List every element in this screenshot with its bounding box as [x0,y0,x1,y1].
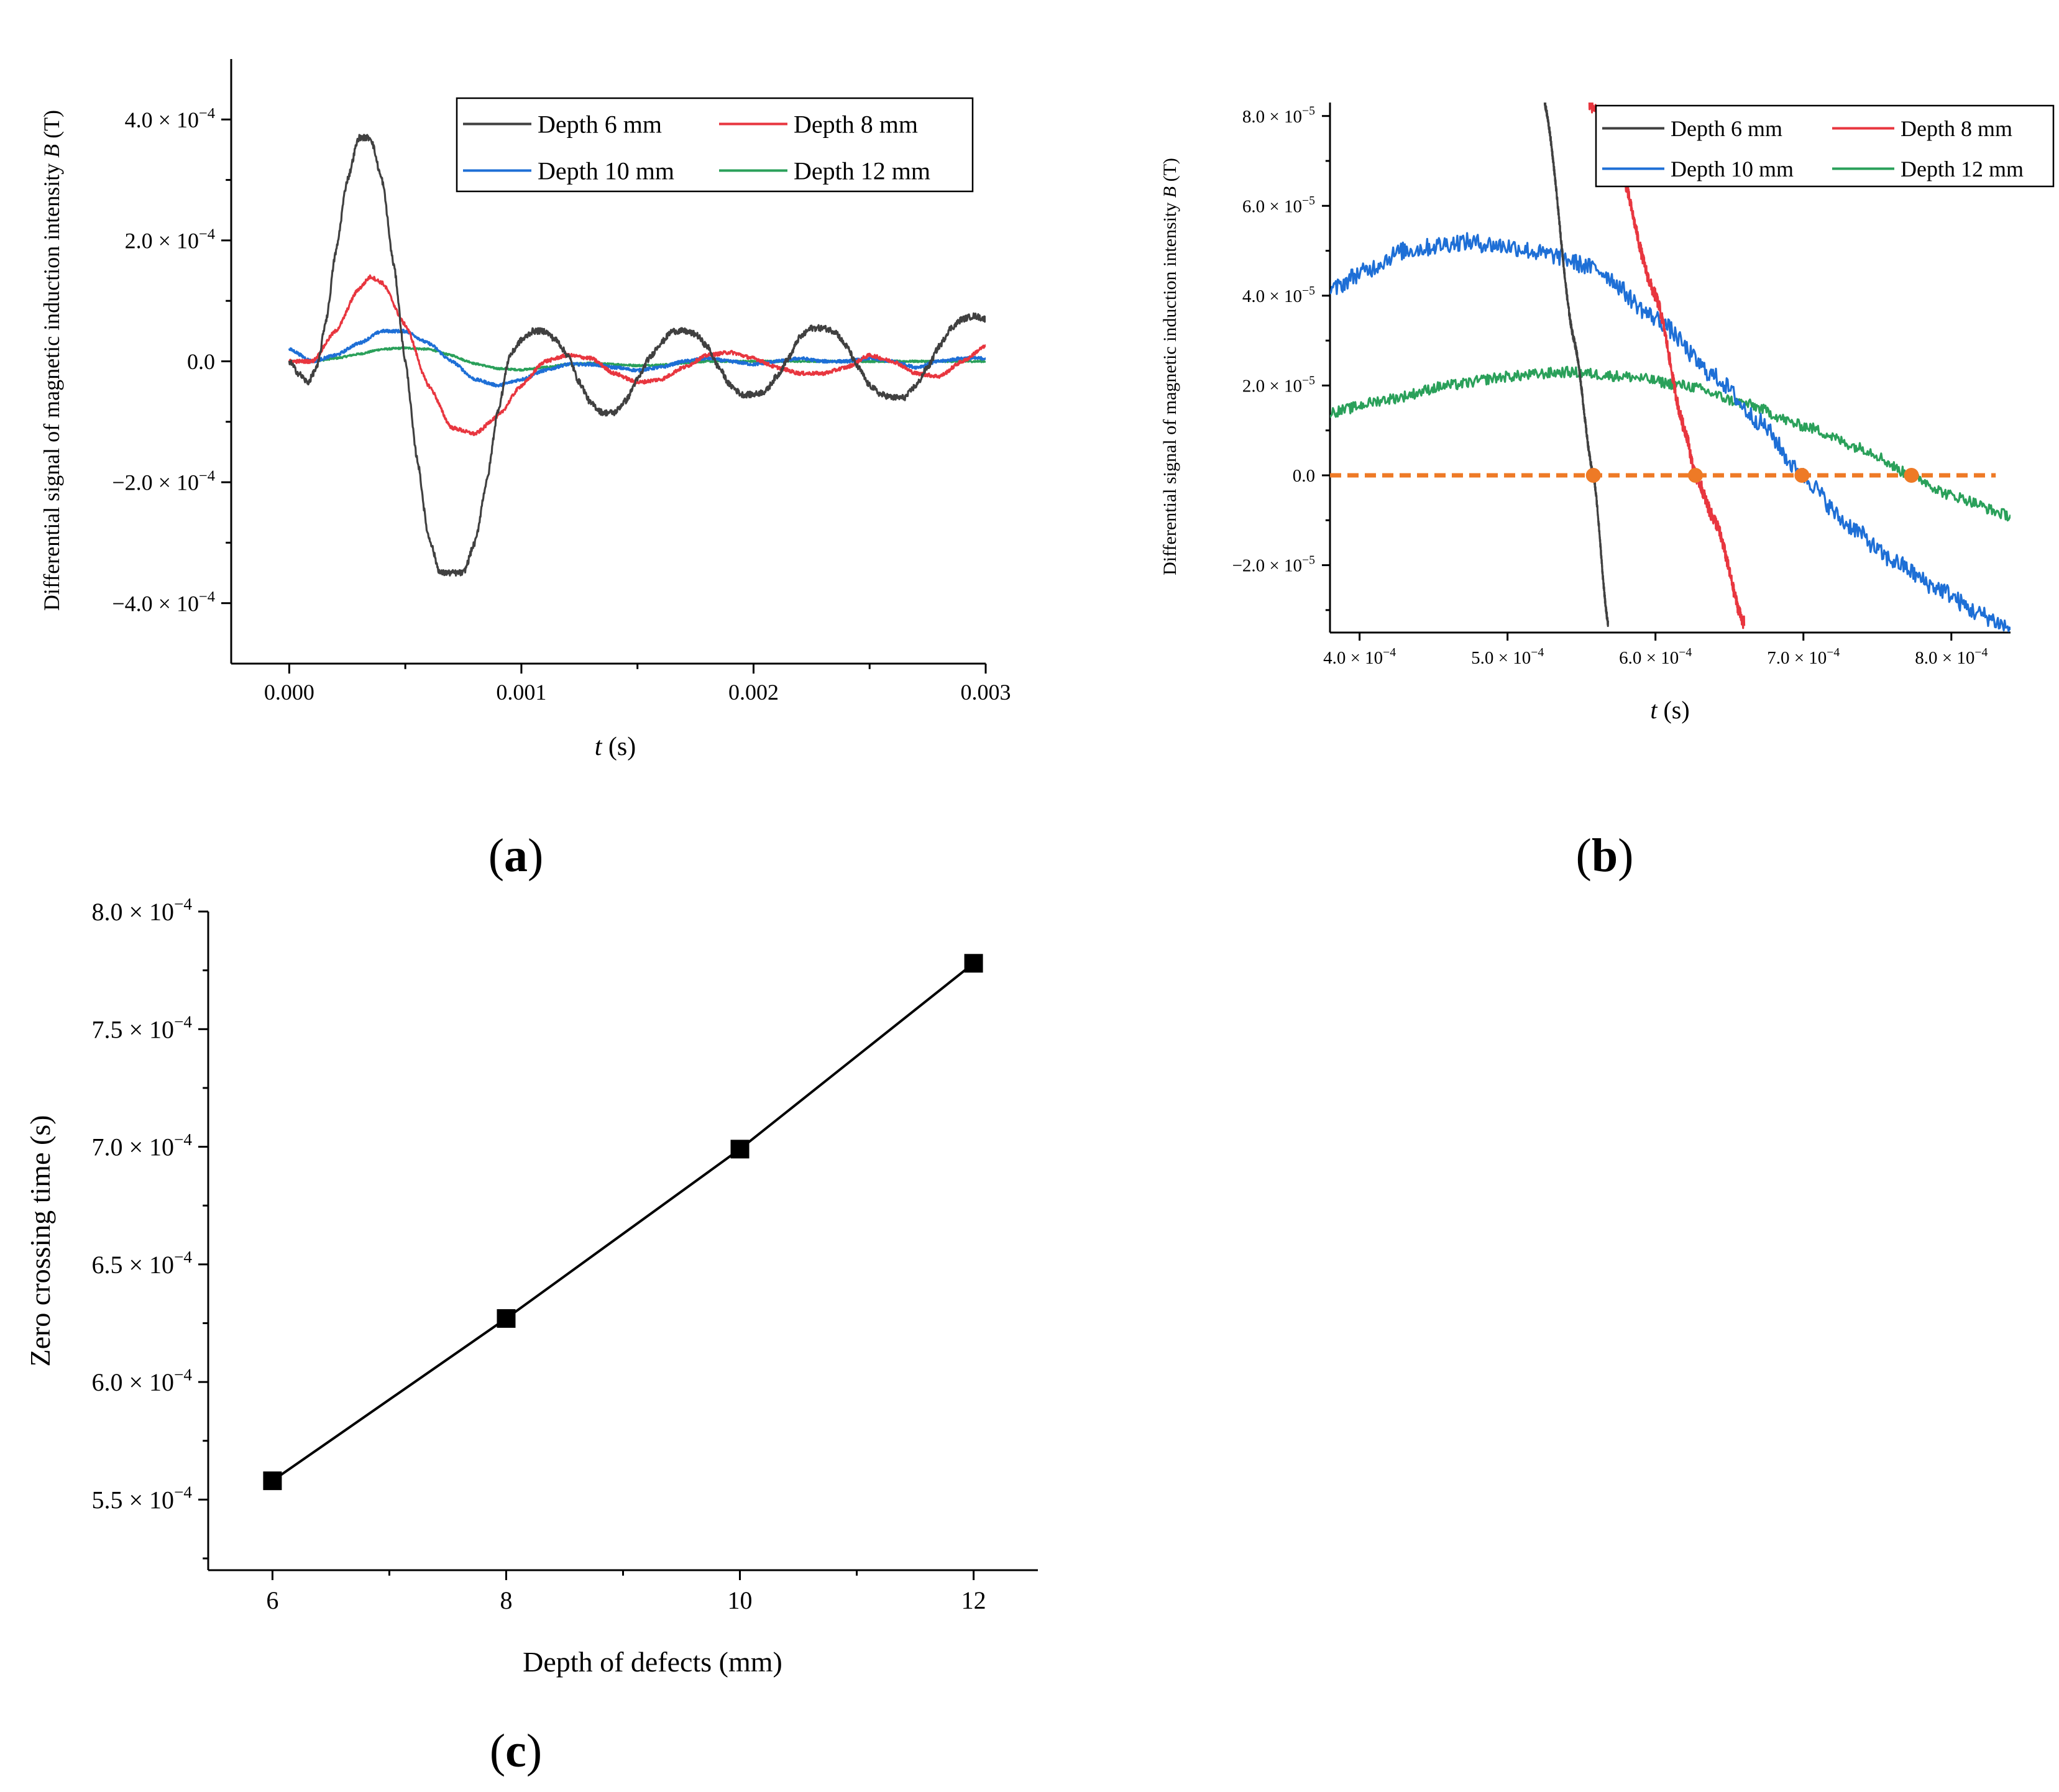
y-tick-label: 6.0 × 10−5 [1242,194,1315,216]
y-tick-label: 8.0 × 10−4 [92,895,193,926]
x-tick-label: 0.002 [728,680,779,705]
y-tick-label: 7.0 × 10−4 [92,1130,193,1161]
y-tick-label: 8.0 × 10−5 [1242,104,1315,127]
zero-crossing-marker [1904,467,1919,483]
x-axis-label: t (s) [595,733,636,761]
zero-crossing-marker [1794,467,1810,483]
y-tick-label: 5.5 × 10−4 [92,1483,193,1514]
y-axis-label: Zero crossing time (s) [24,1115,56,1367]
legend-box [456,97,974,193]
x-tick-label: 8.0 × 10−4 [1915,646,1988,668]
y-tick-label: −2.0 × 10−5 [1232,554,1316,576]
series-line-4 [1330,365,2011,522]
legend-entry: Depth 8 mm [1901,116,2012,141]
data-point-marker [263,1471,282,1491]
x-tick-label: 0.000 [264,680,314,705]
chart-panel-a: 0.000 0.001 0.002 0.003 −4.0 × 10−4 −2.0 × 10… [39,59,1011,761]
series-line-3 [1330,232,2011,633]
series-line [272,962,974,1482]
y-tick-label: −2.0 × 10−4 [112,468,215,495]
x-tick-label: 0.003 [961,680,1011,705]
panel-label-c: (c) [490,1725,542,1777]
y-tick-label: 0.0 [187,349,215,374]
x-tick-label: 6.0 × 10−4 [1619,646,1692,668]
y-tick-label: 6.5 × 10−4 [92,1248,193,1279]
legend-box [1595,104,2055,188]
panel-label-a: (a) [488,830,544,882]
data-point-marker [730,1140,750,1159]
y-tick-label: 0.0 [1293,466,1315,486]
zero-crossing-marker [1585,467,1601,483]
series-line-1 [1543,103,1610,628]
zero-crossing-marker [1687,467,1703,483]
chart-panel-c: 6 8 10 12 5.5 × 10−4 6.0 × 10−4 6.5 × 10−4 7.0 … [24,895,1038,1678]
chart-panel-b: 4.0 × 10−4 5.0 × 10−4 6.0 × 10−4 7.0 × 10−4… [1160,103,2055,724]
x-axis-label: t (s) [1650,696,1689,724]
legend-entry: Depth 10 mm [1671,157,1794,181]
legend-entry: Depth 12 mm [794,157,930,185]
series-line-2 [288,274,986,436]
panel-label-b: (b) [1576,830,1634,882]
y-tick-label: 2.0 × 10−4 [125,226,215,253]
legend-entry: Depth 6 mm [538,111,662,139]
legend-entry: Depth 8 mm [794,111,918,139]
y-axis-label: Differential signal of magnetic inductio… [39,110,64,611]
x-axis-label: Depth of defects (mm) [523,1646,782,1678]
legend-entry: Depth 12 mm [1901,157,2024,181]
y-tick-label: −4.0 × 10−4 [112,588,215,616]
legend-entry: Depth 6 mm [1671,116,1782,141]
x-tick-label: 0.001 [496,680,546,705]
x-tick-label: 10 [728,1586,753,1614]
series-line-1 [288,134,986,577]
y-tick-label: 7.5 × 10−4 [92,1012,193,1043]
y-axis-label: Differential signal of magnetic inductio… [1160,158,1180,575]
legend-entry: Depth 10 mm [538,157,674,185]
y-tick-label: 4.0 × 10−4 [125,105,215,132]
x-tick-label: 12 [961,1586,986,1614]
y-tick-label: 6.0 × 10−4 [92,1365,193,1396]
x-tick-label: 4.0 × 10−4 [1323,646,1396,668]
x-tick-label: 7.0 × 10−4 [1767,646,1840,668]
y-tick-label: 2.0 × 10−5 [1242,373,1315,396]
x-tick-label: 5.0 × 10−4 [1471,646,1544,668]
x-tick-label: 6 [266,1586,278,1614]
y-tick-label: 4.0 × 10−5 [1242,284,1315,306]
data-point-marker [964,954,983,973]
x-tick-label: 8 [500,1586,512,1614]
series-line-4 [288,346,986,372]
data-point-marker [497,1309,516,1328]
